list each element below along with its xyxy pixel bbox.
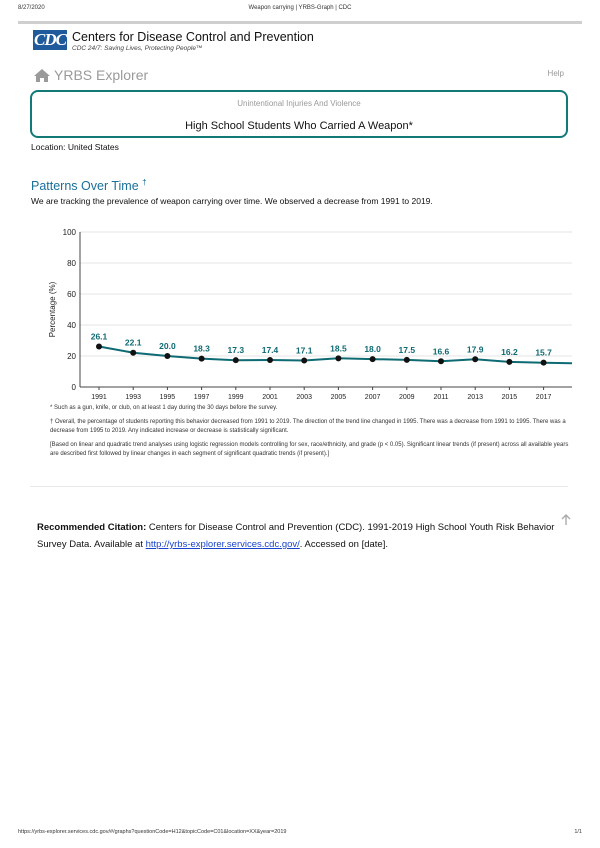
citation-text: Centers for Disease Control and Preventi… xyxy=(37,522,555,550)
x-tick-label: 1993 xyxy=(125,394,141,401)
data-label: 16.6 xyxy=(433,346,450,356)
topic-card: Unintentional Injuries And Violence High… xyxy=(30,90,568,138)
data-label: 17.9 xyxy=(467,344,484,354)
yrbs-brand-link[interactable]: YRBS Explorer xyxy=(34,67,148,83)
y-tick-label: 80 xyxy=(67,259,76,268)
section-divider xyxy=(30,486,568,487)
data-point[interactable] xyxy=(232,357,239,364)
print-url: https://yrbs-explorer.services.cdc.gov/#… xyxy=(18,829,287,835)
x-tick-label: 1991 xyxy=(91,394,107,401)
trend-chart-svg: 0 20 40 60 80 100 Percentage (%) 1991 1993 1995 19… xyxy=(48,228,573,401)
data-label: 22.1 xyxy=(125,338,142,348)
data-point[interactable] xyxy=(130,349,137,356)
footnote-2: † Overall, the percentage of students re… xyxy=(50,419,566,434)
help-link[interactable]: Help xyxy=(547,69,564,78)
recommended-citation: Recommended Citation: Centers for Diseas… xyxy=(37,519,557,553)
data-label: 17.4 xyxy=(262,345,279,355)
x-tick-label: 1999 xyxy=(228,394,244,401)
data-label: 18.3 xyxy=(193,344,210,354)
citation-link[interactable]: http://yrbs-explorer.services.cdc.gov/ xyxy=(145,539,300,550)
y-tick-label: 60 xyxy=(67,290,76,299)
data-label: 18.5 xyxy=(330,343,347,353)
data-point[interactable] xyxy=(267,357,273,364)
data-label: 18.0 xyxy=(364,344,381,354)
x-tick-label: 2013 xyxy=(467,394,483,401)
section-title-mark: † xyxy=(142,178,147,187)
section-title: Patterns Over Time † xyxy=(31,178,147,193)
data-point[interactable] xyxy=(164,353,171,359)
citation-label: Recommended Citation: xyxy=(37,522,147,533)
data-point[interactable] xyxy=(472,356,479,363)
print-page-number: 1/1 xyxy=(574,829,582,835)
data-label: 17.5 xyxy=(399,345,416,355)
footnote-1: * Such as a gun, knife, or club, on at l… xyxy=(50,405,278,411)
home-icon xyxy=(34,68,50,82)
topic-category: Unintentional Injuries And Violence xyxy=(237,99,361,108)
data-point[interactable] xyxy=(369,356,376,363)
brand-name: YRBS Explorer xyxy=(54,67,149,83)
y-tick-label: 20 xyxy=(67,352,76,361)
section-title-text: Patterns Over Time xyxy=(31,179,139,194)
data-label: 16.2 xyxy=(501,347,518,357)
footnote-3: [Based on linear and quadratic trend ana… xyxy=(50,442,569,457)
y-tick-label: 100 xyxy=(63,228,77,237)
data-label: 17.1 xyxy=(296,345,313,355)
cdc-header-bar xyxy=(18,21,582,24)
data-label: 15.7 xyxy=(535,348,552,358)
x-tick-label: 2007 xyxy=(365,394,381,401)
print-date: 8/27/2020 xyxy=(18,5,45,11)
x-tick-label: 1997 xyxy=(194,394,210,401)
citation-suffix: . Accessed on [date]. xyxy=(299,539,388,550)
print-header: 8/27/2020 Weapon carrying | YRBS-Graph |… xyxy=(18,5,582,17)
back-to-top-icon[interactable] xyxy=(560,513,572,531)
data-label: 17.3 xyxy=(228,345,245,355)
y-axis-label: Percentage (%) xyxy=(48,281,57,337)
cdc-tagline: CDC 24/7: Saving Lives, Protecting Peopl… xyxy=(72,45,203,52)
x-tick-label: 2003 xyxy=(296,394,312,401)
cdc-agency-name[interactable]: Centers for Disease Control and Preventi… xyxy=(72,30,314,44)
x-tick-label: 2015 xyxy=(502,394,518,401)
x-tick-label: 2009 xyxy=(399,394,415,401)
y-tick-label: 40 xyxy=(67,321,76,330)
data-point[interactable] xyxy=(335,355,342,362)
data-point[interactable] xyxy=(301,357,308,364)
data-point[interactable] xyxy=(403,356,410,363)
data-point[interactable] xyxy=(438,358,444,365)
location-label: Location: United States xyxy=(31,142,119,152)
cdc-logo[interactable]: CDC xyxy=(33,30,67,50)
data-point[interactable] xyxy=(540,359,547,366)
x-tick-label: 2011 xyxy=(433,394,448,401)
print-footer: https://yrbs-explorer.services.cdc.gov/#… xyxy=(18,829,582,839)
x-tick-label: 2001 xyxy=(262,394,278,401)
y-tick-label: 0 xyxy=(72,383,77,392)
data-label: 20.0 xyxy=(159,341,176,351)
topic-title: High School Students Who Carried A Weapo… xyxy=(185,120,413,132)
trend-chart: 0 20 40 60 80 100 Percentage (%) 1991 1993 1995 19… xyxy=(44,222,574,402)
print-page-title: Weapon carrying | YRBS-Graph | CDC xyxy=(248,5,352,11)
data-label: 26.1 xyxy=(91,332,108,342)
section-description: We are tracking the prevalence of weapon… xyxy=(31,196,433,206)
x-tick-label: 1995 xyxy=(160,394,176,401)
x-tick-label: 2017 xyxy=(536,394,552,401)
data-point[interactable] xyxy=(96,343,102,350)
data-point[interactable] xyxy=(506,358,513,365)
x-tick-label: 2005 xyxy=(331,394,347,401)
data-point[interactable] xyxy=(198,355,205,362)
